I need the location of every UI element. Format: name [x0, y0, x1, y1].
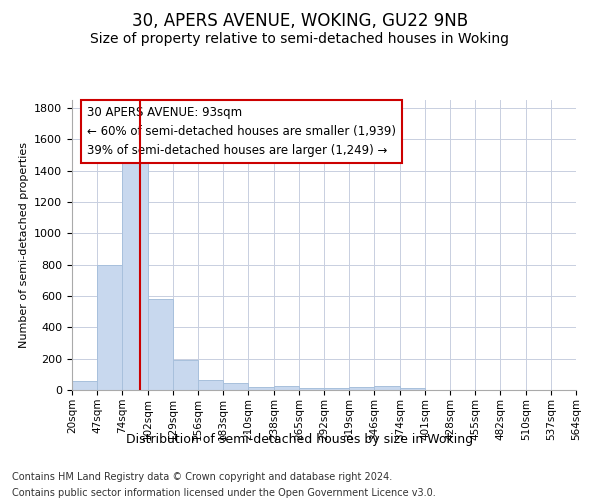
Bar: [122, 156, 148, 390]
Y-axis label: Number of semi-detached properties: Number of semi-detached properties: [19, 142, 29, 348]
Text: 30, APERS AVENUE, WOKING, GU22 9NB: 30, APERS AVENUE, WOKING, GU22 9NB: [132, 12, 468, 30]
Bar: [324, 388, 349, 390]
Text: Distribution of semi-detached houses by size in Woking: Distribution of semi-detached houses by …: [127, 432, 473, 446]
Bar: [223, 383, 248, 390]
Bar: [198, 380, 223, 390]
Bar: [248, 387, 274, 390]
Text: Size of property relative to semi-detached houses in Woking: Size of property relative to semi-detach…: [91, 32, 509, 46]
Bar: [349, 387, 374, 390]
Text: Contains HM Land Registry data © Crown copyright and database right 2024.: Contains HM Land Registry data © Crown c…: [12, 472, 392, 482]
Bar: [400, 388, 425, 390]
Bar: [72, 382, 97, 390]
Text: Contains public sector information licensed under the Open Government Licence v3: Contains public sector information licen…: [12, 488, 436, 498]
Bar: [148, 299, 173, 390]
Text: 30 APERS AVENUE: 93sqm
← 60% of semi-detached houses are smaller (1,939)
39% of : 30 APERS AVENUE: 93sqm ← 60% of semi-det…: [87, 106, 396, 157]
Bar: [97, 264, 122, 390]
Bar: [274, 386, 299, 390]
Bar: [374, 386, 400, 390]
Bar: [173, 360, 198, 390]
Bar: [299, 388, 324, 390]
